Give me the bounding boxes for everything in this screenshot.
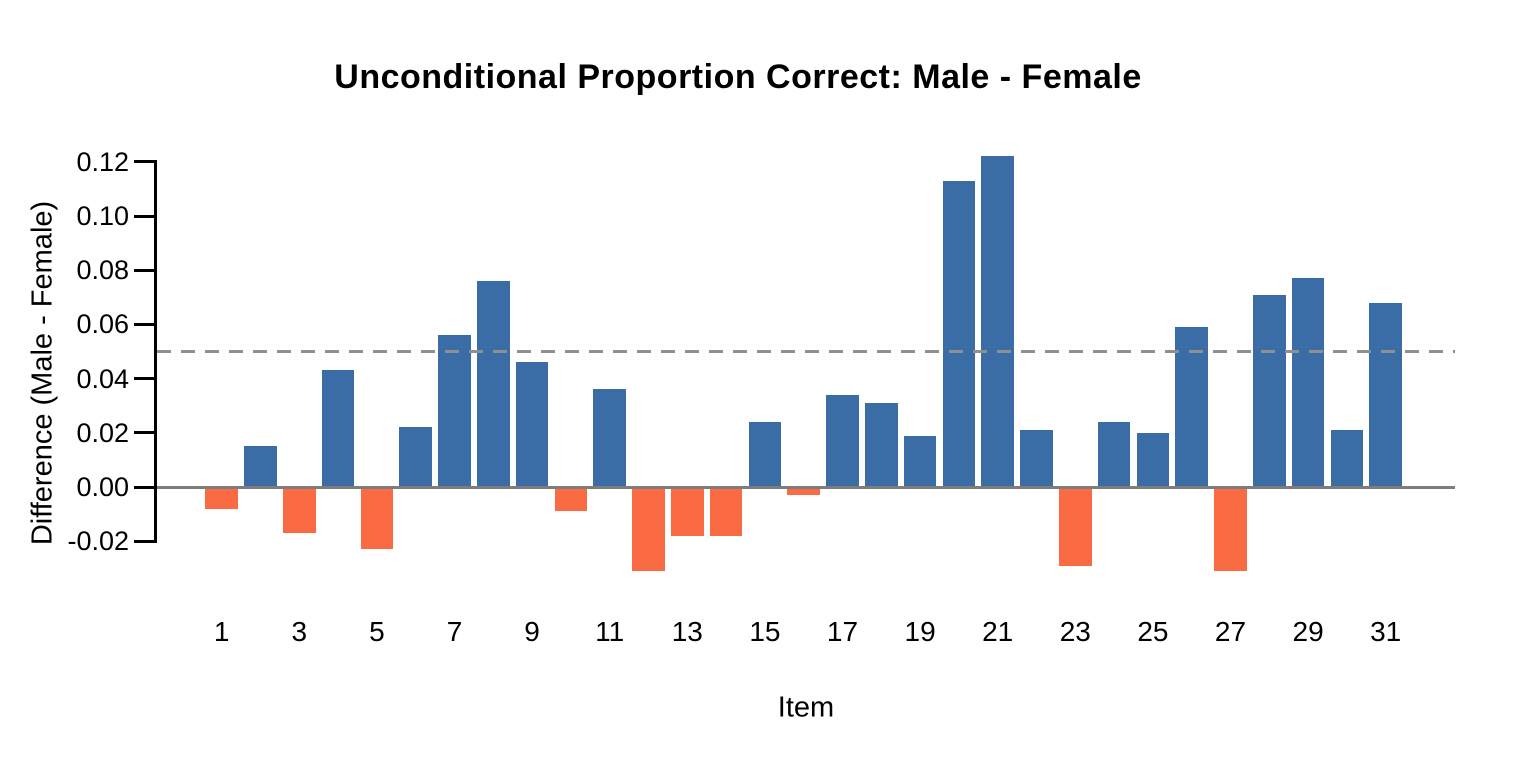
y-tick-mark bbox=[134, 214, 154, 218]
bar-item-27 bbox=[1214, 487, 1247, 571]
y-tick-label: 0.08 bbox=[76, 255, 129, 286]
y-tick-label: 0.10 bbox=[76, 201, 129, 231]
x-tick-label: 19 bbox=[904, 616, 936, 647]
y-tick-mark bbox=[134, 539, 154, 543]
y-tick-label: -0.02 bbox=[67, 526, 129, 557]
y-tick-mark bbox=[134, 431, 154, 435]
x-tick-label: 1 bbox=[213, 616, 230, 647]
y-tick-label: 0.12 bbox=[76, 146, 129, 177]
x-tick-label: 15 bbox=[749, 616, 781, 647]
y-axis-line bbox=[154, 160, 157, 543]
x-tick-label: 13 bbox=[671, 616, 703, 647]
y-tick-mark bbox=[134, 160, 154, 164]
bar-item-18 bbox=[865, 402, 898, 487]
bar-item-28 bbox=[1253, 294, 1286, 487]
x-tick-label: 21 bbox=[982, 616, 1014, 647]
x-tick-label: 31 bbox=[1370, 616, 1402, 647]
bar-item-20 bbox=[942, 180, 976, 487]
bar-item-31 bbox=[1369, 302, 1402, 487]
y-tick-mark bbox=[134, 268, 154, 272]
bar-item-23 bbox=[1059, 487, 1092, 566]
bar-item-13 bbox=[671, 487, 704, 536]
bar-item-29 bbox=[1291, 278, 1325, 487]
x-tick-label: 27 bbox=[1214, 616, 1247, 647]
x-tick-label: 9 bbox=[524, 616, 540, 647]
bar-item-30 bbox=[1330, 430, 1364, 487]
x-tick-label: 3 bbox=[291, 616, 308, 647]
y-tick-mark bbox=[134, 377, 154, 381]
bar-item-22 bbox=[1020, 430, 1053, 487]
zero-line bbox=[157, 485, 1455, 489]
bar-item-19 bbox=[903, 435, 937, 487]
bar-item-15 bbox=[748, 421, 782, 487]
x-tick-label: 17 bbox=[826, 616, 859, 647]
bar-item-12 bbox=[632, 487, 665, 571]
x-tick-label: 25 bbox=[1137, 616, 1169, 647]
bar-item-4 bbox=[321, 370, 355, 487]
bar-item-5 bbox=[360, 487, 394, 550]
bar-item-8 bbox=[477, 281, 510, 487]
x-tick-label: 7 bbox=[446, 616, 463, 647]
x-tick-label: 11 bbox=[595, 616, 625, 647]
x-axis-title: Item bbox=[777, 691, 835, 724]
bar-item-10 bbox=[554, 487, 588, 512]
y-tick-label: 0.00 bbox=[76, 472, 129, 502]
x-tick-label: 5 bbox=[369, 616, 385, 647]
bar-item-25 bbox=[1136, 432, 1170, 487]
x-tick-label: 23 bbox=[1059, 616, 1091, 647]
y-tick-label: 0.06 bbox=[76, 309, 129, 340]
bar-item-9 bbox=[515, 362, 549, 487]
chart-title: Unconditional Proportion Correct: Male -… bbox=[334, 58, 1142, 96]
reference-line bbox=[157, 350, 1455, 353]
bar-item-17 bbox=[826, 394, 859, 487]
bar-item-6 bbox=[399, 427, 432, 487]
y-tick-mark bbox=[134, 485, 154, 489]
bar-item-24 bbox=[1097, 421, 1131, 487]
y-tick-label: 0.02 bbox=[76, 417, 129, 448]
bar-item-26 bbox=[1175, 327, 1208, 487]
bar-item-21 bbox=[981, 156, 1014, 487]
bar-item-2 bbox=[244, 446, 277, 487]
bar-item-16 bbox=[787, 487, 820, 496]
bar-item-7 bbox=[438, 335, 471, 487]
y-tick-mark bbox=[134, 322, 154, 326]
bar-item-11 bbox=[593, 389, 626, 487]
y-tick-label: 0.04 bbox=[76, 363, 129, 394]
bar-item-3 bbox=[283, 487, 316, 534]
x-tick-label: 29 bbox=[1292, 616, 1324, 647]
bar-item-1 bbox=[205, 487, 238, 509]
bar-item-14 bbox=[709, 487, 743, 536]
